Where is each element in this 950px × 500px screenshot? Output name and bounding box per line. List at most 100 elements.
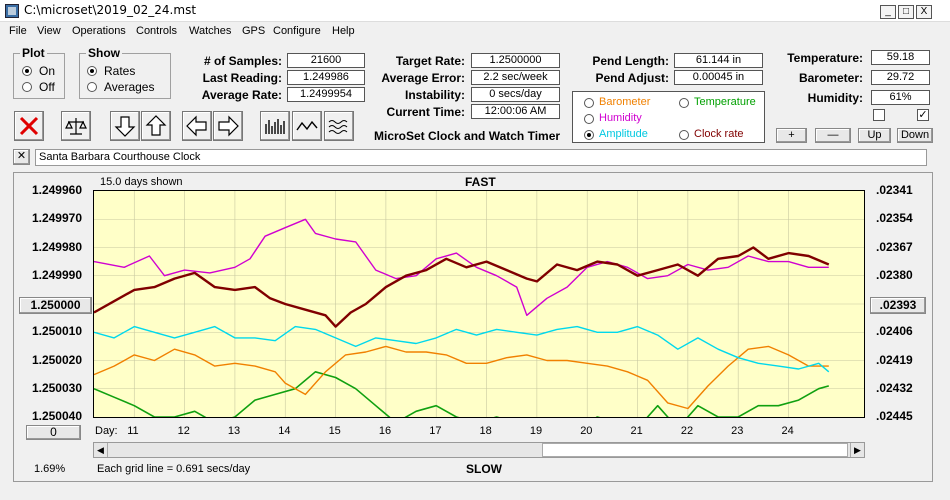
pend-adjust-label: Pend Adjust: [595, 71, 669, 85]
scroll-right-button[interactable] [213, 111, 243, 141]
overlay-humidity-label: Humidity [599, 112, 642, 124]
x-tick: 17 [429, 425, 442, 437]
samples-field: 21600 [287, 53, 365, 68]
overlay-selector: Barometer Temperature Humidity Amplitude… [572, 91, 765, 143]
humidity-label: Humidity: [807, 91, 863, 105]
center-scale-button[interactable]: .02393 [870, 297, 926, 314]
show-averages-label: Averages [104, 80, 155, 94]
ripple-icon [328, 120, 348, 134]
x-axis-label: Day: [95, 425, 118, 437]
pend-length-label: Pend Length: [592, 54, 669, 68]
scroll-left-button[interactable] [182, 111, 212, 141]
overlay-amplitude-radio[interactable] [584, 130, 594, 140]
y-right-tick: .02445 [876, 409, 913, 423]
target-rate-label: Target Rate: [395, 54, 465, 68]
menu-file[interactable]: File [9, 25, 27, 37]
pend-length-field[interactable]: 61.144 in [674, 53, 763, 68]
menu-configure[interactable]: Configure [273, 25, 321, 37]
line-view-button[interactable] [292, 111, 322, 141]
series-humidity [94, 218, 829, 316]
window-title: C:\microset\2019_02_24.mst [24, 3, 197, 17]
title-bar: C:\microset\2019_02_24.mst _ □ X [0, 0, 950, 22]
overlay-barometer-radio[interactable] [584, 98, 594, 108]
menu-gps[interactable]: GPS [242, 25, 266, 37]
env-checkbox-2[interactable]: ✓ [917, 109, 929, 121]
menu-watches[interactable]: Watches [189, 25, 232, 37]
overlay-temperature-radio[interactable] [679, 98, 689, 108]
plot-off-radio[interactable] [22, 82, 32, 92]
slow-label: SLOW [466, 462, 502, 476]
series-clock-rate [94, 246, 830, 328]
maximize-button[interactable]: □ [898, 5, 914, 19]
average-error-field: 2.2 sec/week [471, 70, 560, 85]
menu-controls[interactable]: Controls [136, 25, 177, 37]
app-icon [5, 4, 19, 18]
offset-button[interactable]: 0 [26, 425, 81, 440]
app-subtitle: MicroSet Clock and Watch Timer [374, 129, 561, 143]
plot-off-label: Off [39, 80, 55, 94]
average-rate-field: 1.2499954 [287, 87, 365, 102]
env-down-button[interactable]: Down [897, 128, 933, 143]
menu-operations[interactable]: Operations [72, 25, 126, 37]
shift-up-button[interactable] [141, 111, 171, 141]
overlay-barometer-label: Barometer [599, 96, 651, 108]
series-amplitude [94, 325, 830, 373]
env-plus-button[interactable]: + [776, 128, 807, 143]
x-tick: 16 [378, 425, 392, 437]
x-tick: 18 [479, 425, 492, 437]
overlay-clock-rate-radio[interactable] [679, 130, 689, 140]
bar-view-button[interactable] [260, 111, 290, 141]
close-button[interactable]: X [916, 5, 932, 19]
fast-label: FAST [465, 175, 496, 189]
overlay-amplitude-label: Amplitude [599, 128, 648, 140]
menu-help[interactable]: Help [332, 25, 355, 37]
minimize-button[interactable]: _ [880, 5, 896, 19]
clear-name-button[interactable]: ✕ [13, 149, 30, 165]
average-error-label: Average Error: [381, 71, 465, 85]
x-tick: 19 [529, 425, 543, 437]
y-right-tick: .02354 [876, 211, 913, 226]
env-minus-button[interactable]: — [815, 128, 851, 143]
scroll-thumb[interactable] [542, 443, 848, 457]
chart-area [13, 172, 933, 482]
shift-down-button[interactable] [110, 111, 140, 141]
center-rate-button[interactable]: 1.250000 [19, 297, 92, 314]
menu-bar: File View Operations Controls Watches GP… [0, 23, 950, 41]
env-checkbox-1[interactable] [873, 109, 885, 121]
menu-view[interactable]: View [37, 25, 61, 37]
y-left-tick: 1.250020 [31, 352, 82, 367]
plot-area [93, 190, 865, 418]
percent-label: 1.69% [34, 463, 66, 475]
scroll-left-arrow[interactable]: ◀ [94, 443, 108, 457]
scale-button[interactable] [61, 111, 91, 141]
barometer-label: Barometer: [798, 71, 863, 85]
clock-name-input[interactable]: Santa Barbara Courthouse Clock [35, 149, 927, 166]
stop-button[interactable] [14, 111, 44, 141]
env-up-button[interactable]: Up [858, 128, 891, 143]
plot-on-radio[interactable] [22, 66, 32, 76]
arrow-left-icon [186, 115, 207, 137]
pend-adjust-field: 0.00045 in [674, 70, 763, 85]
y-left-tick: 1.250040 [31, 409, 82, 423]
show-averages-radio[interactable] [87, 82, 97, 92]
smooth-view-button[interactable] [324, 111, 354, 141]
arrow-right-icon [218, 115, 239, 137]
y-right-tick: .02380 [876, 267, 913, 282]
y-left-tick: 1.249980 [31, 239, 82, 254]
current-time-field: 12:00:06 AM [471, 104, 560, 119]
average-rate-label: Average Rate: [201, 88, 282, 102]
overlay-clock-rate-label: Clock rate [694, 128, 744, 140]
temperature-label: Temperature: [787, 51, 863, 65]
x-tick: 11 [127, 425, 139, 437]
show-rates-radio[interactable] [87, 66, 97, 76]
horizontal-scrollbar[interactable]: ◀ ▶ [93, 442, 865, 458]
x-tick: 12 [177, 425, 190, 437]
overlay-humidity-radio[interactable] [584, 114, 594, 124]
x-tick: 21 [630, 425, 643, 437]
target-rate-field[interactable]: 1.2500000 [471, 53, 560, 68]
x-tick: 13 [227, 425, 241, 437]
scroll-right-arrow[interactable]: ▶ [850, 443, 864, 457]
y-left-tick: 1.250030 [31, 380, 82, 395]
x-tick: 24 [781, 425, 794, 437]
instability-field: 0 secs/day [471, 87, 560, 102]
